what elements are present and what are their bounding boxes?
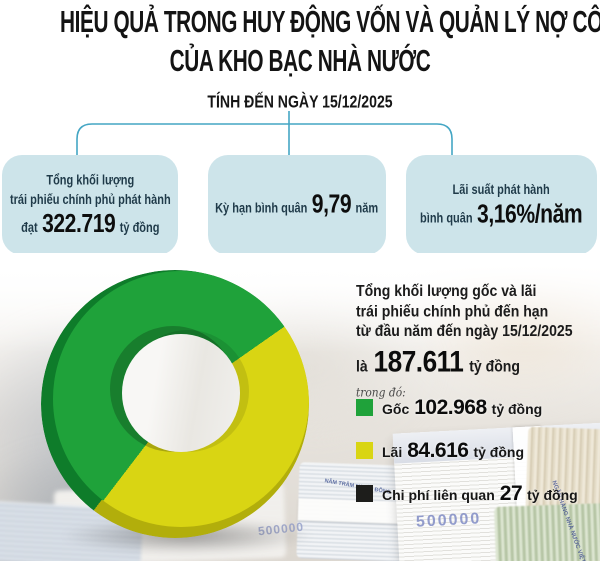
stat-box-issued-volume: Tổng khối lượng trái phiếu chính phủ phá… [2, 155, 178, 255]
stat-pre: đạt [20, 220, 38, 236]
stat-box-content: Tổng khối lượng trái phiếu chính phủ phá… [10, 172, 171, 239]
stat-box-content: Lãi suất phát hành bình quân 3,16%/năm [420, 181, 583, 229]
stat-text: trái phiếu chính phủ phát hành [9, 192, 171, 208]
summary-line: từ đầu năm đến ngày 15/12/2025 [356, 323, 573, 341]
legend-swatch-yellow [356, 442, 373, 459]
title-line-2: CỦA KHO BẠC NHÀ NƯỚC [169, 42, 431, 78]
summary-unit: tỷ đồng [469, 358, 520, 376]
legend-item-related-costs: Chi phí liên quan 27 tỷ đồng [356, 481, 578, 505]
title-line-1: HIỆU QUẢ TRONG HUY ĐỘNG VỐN VÀ QUẢN LÝ N… [60, 3, 600, 40]
page-title: HIỆU QUẢ TRONG HUY ĐỘNG VỐN VÀ QUẢN LÝ N… [60, 2, 600, 80]
stat-text: Tổng khối lượng [46, 172, 134, 188]
donut-hole [122, 334, 240, 452]
legend-value: 27 [499, 481, 523, 505]
bracket-connector [76, 111, 453, 155]
legend-swatch-green [356, 399, 373, 416]
summary-pre: là [356, 358, 368, 376]
stat-pre: bình quân [420, 210, 473, 226]
summary-note: trong đó: [356, 385, 406, 400]
legend-unit: tỷ đồng [527, 486, 578, 503]
stat-value: 322.719 [41, 209, 116, 239]
chart-legend: Gốc 102.968 tỷ đồng Lãi 84.616 tỷ đồng C… [356, 395, 578, 527]
legend-value: 84.616 [407, 438, 469, 462]
stat-value: 9,79 [312, 189, 352, 220]
stat-value: 3,16%/năm [477, 199, 583, 229]
legend-swatch-black [356, 485, 373, 502]
summary-line: trái phiếu chính phủ đến hạn [356, 303, 549, 321]
stat-unit: tỷ đồng [119, 220, 160, 236]
legend-label: Gốc [382, 400, 410, 417]
stat-unit: năm [355, 200, 379, 216]
legend-unit: tỷ đồng [473, 443, 525, 460]
legend-unit: tỷ đồng [491, 400, 543, 417]
legend-label: Chi phí liên quan [382, 486, 495, 503]
legend-value: 102.968 [414, 395, 487, 419]
legend-item-interest: Lãi 84.616 tỷ đồng [356, 438, 578, 462]
stat-box-average-term: Kỳ hạn bình quân 9,79 năm [208, 155, 386, 255]
summary-total-value: 187.611 [373, 345, 464, 378]
summary-block: Tổng khối lượng gốc và lãi trái phiếu ch… [356, 282, 593, 399]
summary-line: Tổng khối lượng gốc và lãi [356, 283, 537, 301]
as-of-date-label: TÍNH ĐẾN NGÀY 15/12/2025 [207, 92, 393, 112]
stat-box-content: Kỳ hạn bình quân 9,79 năm [215, 189, 379, 220]
legend-label: Lãi [382, 443, 403, 460]
stat-text: Lãi suất phát hành [452, 182, 551, 198]
legend-item-principal: Gốc 102.968 tỷ đồng [356, 395, 578, 419]
bracket-arc [76, 123, 453, 155]
stat-pre: Kỳ hạn bình quân [215, 200, 308, 216]
donut-chart [41, 270, 309, 538]
stat-box-average-rate: Lãi suất phát hành bình quân 3,16%/năm [406, 155, 597, 255]
